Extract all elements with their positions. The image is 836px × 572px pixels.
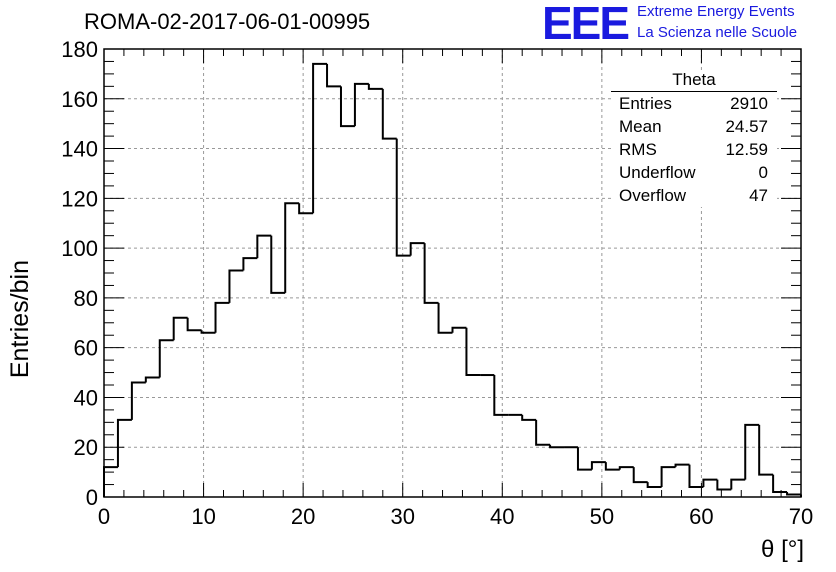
- histogram-bin: [116, 418, 132, 468]
- histogram-bin: [590, 461, 606, 470]
- stats-value: 24.57: [725, 117, 768, 136]
- stats-value: 47: [749, 186, 768, 205]
- stats-label: Underflow: [619, 163, 696, 182]
- histogram-bin: [688, 464, 704, 489]
- y-tick-label: 100: [61, 236, 98, 261]
- histogram-bin: [186, 317, 202, 332]
- tick-labels: 0 10 20 30 40 50 60 70 0 20 40 60 80 100 120 140 160 180: [61, 37, 813, 529]
- histogram-bin: [451, 326, 467, 333]
- histogram-bin: [646, 482, 662, 489]
- histogram-bin: [730, 478, 746, 490]
- histogram-bin: [535, 419, 551, 446]
- histogram-bin: [172, 316, 188, 341]
- stats-label: Mean: [619, 117, 662, 136]
- histogram-bin: [549, 444, 565, 449]
- stats-value: 2910: [730, 94, 768, 113]
- eee-logo: EEE: [542, 0, 630, 49]
- chart-title: ROMA-02-2017-06-01-00995: [84, 9, 371, 34]
- stats-label: Entries: [619, 94, 672, 113]
- y-tick-label: 80: [74, 286, 98, 311]
- histogram-bin: [716, 479, 732, 491]
- histogram-bin: [772, 474, 788, 494]
- histogram-bars: [103, 62, 802, 497]
- histogram-bin: [660, 466, 676, 488]
- y-tick-label: 180: [61, 37, 98, 62]
- x-tick-label: 0: [98, 504, 110, 529]
- axis-ticks: [103, 48, 802, 498]
- histogram-bin: [604, 462, 620, 471]
- histogram-bin: [312, 62, 328, 214]
- histogram-bin: [395, 138, 411, 257]
- histogram-bin: [270, 235, 286, 294]
- histogram-bin: [214, 301, 230, 333]
- histogram-bin: [674, 463, 690, 468]
- stats-row-entries: Entries 2910: [611, 92, 777, 115]
- histogram-bin: [786, 492, 801, 496]
- x-tick-label: 70: [789, 504, 813, 529]
- stats-label: Overflow: [619, 186, 687, 205]
- y-tick-label: 160: [61, 87, 98, 112]
- histogram-bin: [339, 86, 355, 128]
- histogram-bin: [353, 82, 369, 127]
- x-tick-label: 40: [490, 504, 514, 529]
- x-axis-label: θ [°]: [761, 536, 804, 563]
- histogram-bin: [465, 327, 481, 377]
- histogram-bin: [758, 424, 774, 476]
- stats-box: Theta Entries 2910 Mean 24.57 RMS 12.59 …: [611, 70, 777, 207]
- histogram-bin: [256, 234, 272, 259]
- histogram-bin: [130, 381, 146, 420]
- y-tick-label: 40: [74, 385, 98, 410]
- x-tick-label: 20: [291, 504, 315, 529]
- histogram-bin: [632, 467, 648, 484]
- y-tick-label: 140: [61, 137, 98, 162]
- histogram-bin: [493, 375, 509, 416]
- histogram-bin: [437, 302, 453, 334]
- histogram-bin: [144, 376, 160, 383]
- y-tick-label: 20: [74, 435, 98, 460]
- histogram-bin: [200, 330, 216, 334]
- stats-row-overflow: Overflow 47: [611, 184, 777, 207]
- histogram-bin: [298, 203, 314, 215]
- histogram-bin: [367, 83, 383, 90]
- histogram-bin: [576, 447, 592, 471]
- stats-row-underflow: Underflow 0: [611, 161, 777, 184]
- histogram-bin: [158, 339, 174, 378]
- stats-row-mean: Mean 24.57: [611, 115, 777, 138]
- stats-value: 0: [758, 163, 768, 182]
- histogram-bin: [702, 478, 718, 488]
- stats-label: RMS: [619, 140, 657, 159]
- histogram-bin: [242, 257, 258, 271]
- histogram-bin: [521, 414, 537, 421]
- logo-caption-line1: Extreme Energy Events: [637, 3, 795, 20]
- histogram-bin: [381, 88, 397, 140]
- histogram-bin: [423, 243, 439, 304]
- histogram-bin: [228, 269, 244, 303]
- histogram-bin: [326, 63, 341, 88]
- x-tick-label: 50: [590, 504, 614, 529]
- logo-caption-line2: La Scienza nelle Scuole: [637, 24, 798, 41]
- histogram-bin: [284, 202, 300, 293]
- x-tick-label: 60: [689, 504, 713, 529]
- y-tick-label: 120: [61, 186, 98, 211]
- x-tick-label: 10: [191, 504, 215, 529]
- stats-title: Theta: [611, 70, 777, 92]
- y-tick-label: 60: [74, 336, 98, 361]
- x-tick-label: 30: [390, 504, 414, 529]
- histogram-bin: [618, 466, 634, 470]
- y-tick-label: 0: [86, 485, 98, 510]
- histogram-bin: [744, 423, 760, 480]
- stats-row-rms: RMS 12.59: [611, 138, 777, 161]
- stats-value: 12.59: [725, 140, 768, 159]
- histogram-bin: [409, 242, 425, 256]
- y-axis-label: Entries/bin: [6, 260, 34, 379]
